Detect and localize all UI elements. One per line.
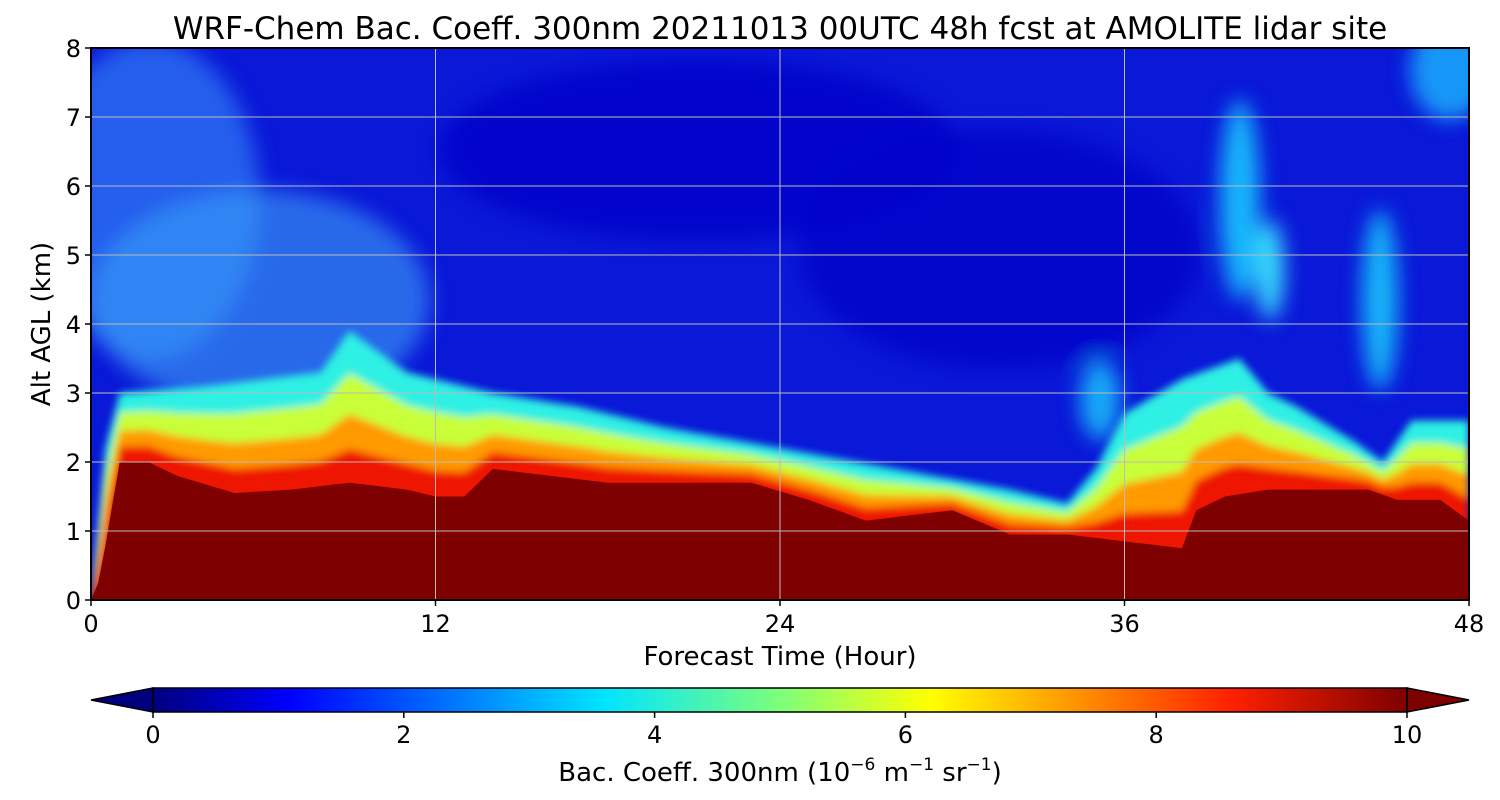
colorbar: 0 2 4 6 8 10 Bac. Coeff. 300nm (10−6 m−1 sr−1… [90, 687, 1470, 788]
x-axis-label: Forecast Time (Hour) [643, 642, 916, 672]
colorbar-label: Bac. Coeff. 300nm (10−6 m−1 sr−1) [558, 755, 1001, 788]
y-tick-label: 8 [66, 35, 81, 63]
x-axis: 0 12 24 36 48 [83, 600, 1484, 638]
plot-area [91, 48, 1469, 600]
colorbar-tick-label: 2 [396, 721, 411, 749]
x-tick-label: 48 [1454, 610, 1485, 638]
x-tick-label: 12 [420, 610, 451, 638]
colorbar-tick-label: 10 [1392, 721, 1423, 749]
y-axis: 0 1 2 3 4 5 6 7 8 [66, 35, 91, 615]
colorbar-ramp [153, 688, 1407, 712]
y-tick-label: 7 [66, 104, 81, 132]
y-axis-label: Alt AGL (km) [27, 242, 57, 406]
colorbar-tick-label: 4 [647, 721, 662, 749]
y-tick-label: 4 [66, 311, 81, 339]
colorbar-tick-label: 8 [1149, 721, 1164, 749]
y-tick-label: 6 [66, 173, 81, 201]
x-tick-label: 0 [83, 610, 98, 638]
y-tick-label: 0 [66, 587, 81, 615]
colorbar-frame [152, 687, 1408, 713]
chart-title: WRF-Chem Bac. Coeff. 300nm 20211013 00UT… [173, 11, 1387, 47]
grid-lines [91, 48, 1469, 600]
x-tick-label: 24 [765, 610, 796, 638]
y-tick-label: 1 [66, 518, 81, 546]
y-tick-label: 2 [66, 449, 81, 477]
y-tick-label: 5 [66, 242, 81, 270]
y-tick-label: 3 [66, 380, 81, 408]
colorbar-extend-low [90, 687, 154, 713]
colorbar-tick-label: 6 [898, 721, 913, 749]
colorbar-extend-high [1406, 687, 1470, 713]
x-tick-label: 36 [1109, 610, 1140, 638]
colorbar-tick-label: 0 [145, 721, 160, 749]
colorbar-ticks: 0 2 4 6 8 10 [145, 712, 1422, 749]
